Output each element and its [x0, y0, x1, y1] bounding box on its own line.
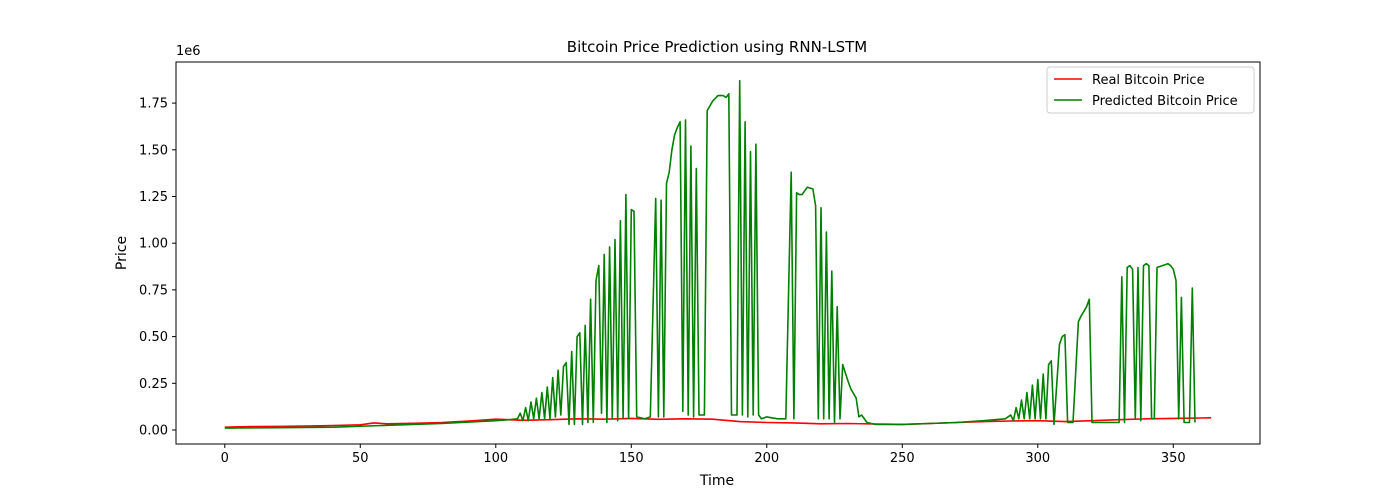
- x-tick-label: 0: [221, 451, 229, 466]
- y-tick-label: 1.25: [139, 190, 168, 205]
- y-tick-label: 0.00: [139, 423, 168, 438]
- x-tick-label: 50: [352, 451, 369, 466]
- y-tick-label: 0.50: [139, 330, 168, 345]
- y-tick-label: 1.75: [139, 97, 168, 112]
- y-axis-label: Price: [114, 236, 130, 270]
- legend-label-predicted: Predicted Bitcoin Price: [1092, 94, 1238, 109]
- x-axis-label: Time: [699, 473, 734, 489]
- legend-box: [1046, 66, 1255, 114]
- y-offset-text: 1e6: [176, 44, 201, 59]
- x-tick-label: 100: [483, 451, 508, 466]
- y-tick-label: 0.75: [139, 283, 168, 298]
- y-tick-label: 1.00: [139, 237, 168, 252]
- x-tick-label: 300: [1025, 451, 1050, 466]
- series-line-predicted-price: [224, 79, 1196, 429]
- x-tick-label: 250: [890, 451, 915, 466]
- legend-label-real: Real Bitcoin Price: [1092, 73, 1205, 88]
- chart-title: Bitcoin Price Prediction using RNN-LSTM: [567, 38, 867, 56]
- series-layer: [224, 79, 1212, 429]
- y-tick-label: 0.25: [139, 377, 168, 392]
- x-tick-label: 150: [619, 451, 644, 466]
- axes-frame: [175, 61, 1261, 445]
- y-tick-label: 1.50: [139, 143, 168, 158]
- legend: Real Bitcoin Price Predicted Bitcoin Pri…: [1046, 66, 1255, 114]
- ticks-layer: 0 50 100 150 200 250 300 350 0.00 0.25 0.50 0.75 1.0…: [139, 97, 1186, 466]
- series-line-real-price: [224, 417, 1212, 428]
- x-tick-label: 200: [754, 451, 779, 466]
- x-tick-label: 350: [1161, 451, 1186, 466]
